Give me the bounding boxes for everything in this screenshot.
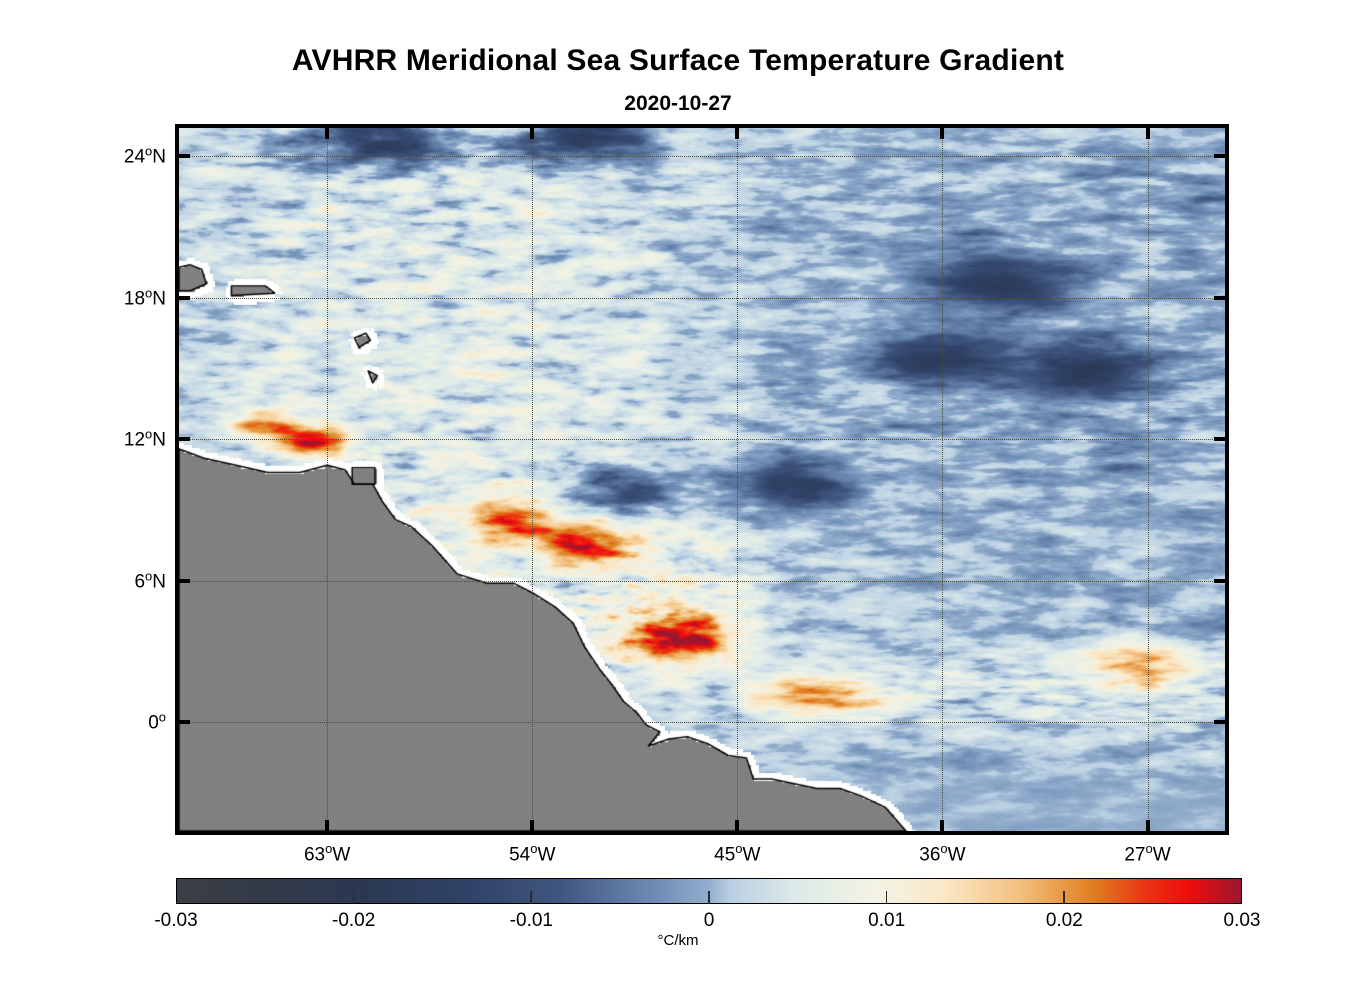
colorbar-tick-label-2: -0.01 — [509, 910, 553, 931]
map-field-container — [179, 128, 1225, 831]
y-tick — [1214, 295, 1225, 300]
colorbar-tick — [352, 891, 355, 904]
x-tick-label-4: 27oW — [1124, 841, 1171, 866]
colorbar-tick-label-0: -0.03 — [154, 910, 198, 931]
y-tick-label-1: 18oN — [123, 285, 166, 310]
colorbar-tick — [1063, 891, 1065, 904]
figure-subtitle: 2020-10-27 — [624, 92, 732, 115]
y-tick — [1214, 720, 1225, 725]
x-tick-label-3: 36oW — [919, 841, 966, 866]
y-tick-label-3: 6oN — [134, 568, 166, 593]
x-tick — [530, 128, 535, 139]
colorbar-tick — [708, 891, 710, 904]
y-tick — [179, 437, 190, 442]
x-tick — [940, 820, 945, 831]
y-tick — [179, 720, 190, 725]
colorbar-tick-label-1: -0.02 — [332, 910, 376, 931]
y-tick-label-4: 0o — [148, 709, 166, 735]
x-tick — [325, 820, 330, 831]
colorbar-tick-label-5: 0.02 — [1045, 910, 1083, 931]
colorbar-tick — [885, 891, 888, 904]
x-tick — [735, 820, 740, 831]
figure-title: AVHRR Meridional Sea Surface Temperature… — [291, 44, 1065, 77]
y-tick — [1214, 154, 1225, 159]
x-tick — [530, 820, 535, 831]
x-tick-label-2: 45oW — [714, 841, 761, 866]
y-tick — [179, 154, 190, 159]
y-tick — [179, 578, 190, 583]
y-tick — [179, 295, 190, 300]
colorbar-tick-label-6: 0.03 — [1223, 910, 1261, 931]
x-tick — [735, 128, 740, 139]
x-tick — [940, 128, 945, 139]
colorbar-tick-label-4: 0.01 — [868, 910, 906, 931]
map-plot-area — [175, 124, 1229, 835]
y-tick — [1214, 578, 1225, 583]
x-tick — [1145, 820, 1150, 831]
x-tick-label-0: 63oW — [303, 841, 351, 866]
y-tick-label-2: 12oN — [123, 426, 166, 452]
x-tick — [1145, 128, 1150, 139]
colorbar-tick — [530, 891, 532, 904]
x-tick — [325, 128, 330, 139]
y-tick-label-0: 24oN — [123, 143, 166, 168]
colorbar-tick-label-3: 0 — [703, 910, 715, 931]
y-tick — [1214, 437, 1225, 442]
colorbar-unit-label: °C/km — [657, 932, 699, 949]
x-tick-label-1: 54oW — [509, 841, 556, 866]
sst-gradient-heatmap — [179, 128, 1225, 831]
